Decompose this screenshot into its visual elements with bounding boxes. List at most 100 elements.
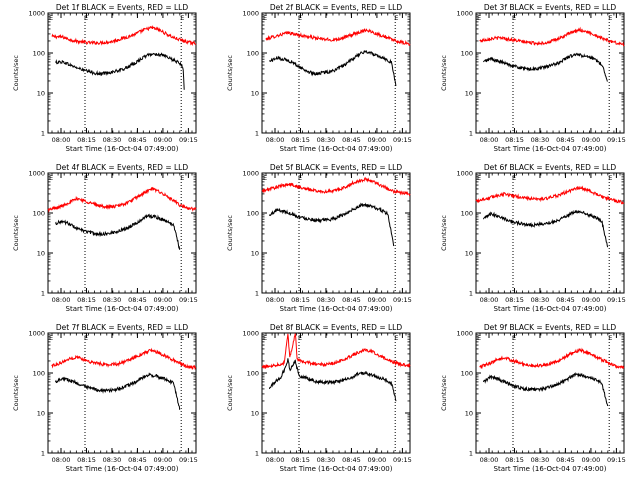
- plot-frame: [475, 12, 625, 134]
- y-tick-label: 1000: [242, 170, 259, 178]
- y-tick-label: 1000: [242, 10, 259, 18]
- x-tick-label: 08:00: [480, 456, 499, 464]
- y-tick-label: 1: [41, 290, 45, 298]
- y-tick-label: 10: [465, 250, 473, 258]
- x-tick-label: 09:00: [368, 136, 387, 144]
- x-tick-label: 09:00: [368, 296, 387, 304]
- y-tick-label: 1: [255, 450, 259, 458]
- lld-rate-line: [479, 26, 625, 47]
- x-tick-label: 08:15: [505, 456, 524, 464]
- y-tick-label: 100: [247, 50, 259, 58]
- events-rate-line: [268, 202, 395, 247]
- y-tick-label: 10: [37, 250, 45, 258]
- x-tick-label: 08:00: [480, 136, 499, 144]
- event-marker-label: E: [608, 334, 612, 342]
- y-axis-label: Counts/sec: [226, 215, 234, 251]
- x-axis-label: Start Time (16-Oct-04 07:49:00): [280, 145, 393, 153]
- y-axis-label: Counts/sec: [226, 55, 234, 91]
- x-tick-label: 08:00: [52, 296, 71, 304]
- event-marker-label: E: [512, 334, 516, 342]
- lld-rate-line: [261, 333, 411, 370]
- x-tick-label: 09:15: [179, 136, 198, 144]
- y-axis-label: Counts/sec: [440, 215, 448, 251]
- event-marker-label: E: [263, 174, 267, 182]
- y-tick-label: 1: [41, 450, 45, 458]
- events-rate-line: [268, 358, 397, 402]
- lld-rate-line: [47, 186, 197, 213]
- y-tick-label: 1000: [28, 10, 45, 18]
- plot-frame: [261, 332, 411, 454]
- y-tick-label: 10: [465, 90, 473, 98]
- x-tick-label: 09:15: [607, 456, 626, 464]
- x-tick-label: 09:00: [582, 456, 601, 464]
- plot-title: Det 6f BLACK = Events, RED = LLD: [484, 163, 617, 172]
- y-tick-label: 1: [469, 130, 473, 138]
- x-tick-label: 08:45: [556, 296, 575, 304]
- event-marker-label: E: [477, 174, 481, 182]
- x-axis-label: Start Time (16-Oct-04 07:49:00): [494, 305, 607, 313]
- y-tick-label: 100: [247, 210, 259, 218]
- lld-rate-line: [51, 347, 197, 371]
- y-tick-label: 100: [461, 370, 473, 378]
- event-marker-label: E: [394, 174, 398, 182]
- x-tick-label: 09:00: [154, 136, 173, 144]
- lld-rate-line: [265, 28, 411, 46]
- x-tick-label: 08:00: [52, 136, 71, 144]
- event-marker-label: E: [84, 14, 88, 22]
- y-tick-label: 1000: [456, 10, 473, 18]
- plot-frame: [475, 172, 625, 294]
- x-axis-label: Start Time (16-Oct-04 07:49:00): [280, 305, 393, 313]
- lld-rate-line: [475, 185, 625, 205]
- plot-title: Det 7f BLACK = Events, RED = LLD: [56, 323, 189, 332]
- x-tick-label: 08:15: [291, 296, 310, 304]
- y-tick-label: 100: [461, 210, 473, 218]
- event-marker-label: E: [298, 334, 302, 342]
- event-marker-label: E: [180, 334, 184, 342]
- x-axis-label: Start Time (16-Oct-04 07:49:00): [66, 305, 179, 313]
- y-tick-label: 1: [469, 290, 473, 298]
- x-tick-label: 08:15: [77, 456, 96, 464]
- x-tick-label: 08:30: [103, 296, 122, 304]
- x-tick-label: 09:15: [393, 456, 412, 464]
- subplot-5: Det 5f BLACK = Events, RED = LLD 1000 100 1…: [226, 163, 412, 313]
- subplot-4: Det 4f BLACK = Events, RED = LLD 1000 100 1…: [12, 163, 198, 313]
- x-tick-label: 08:30: [531, 296, 550, 304]
- x-tick-label: 09:15: [179, 296, 198, 304]
- event-marker-label: E: [84, 174, 88, 182]
- event-marker-label: E: [180, 14, 184, 22]
- plot-frame: [261, 172, 411, 294]
- y-axis-label: Counts/sec: [440, 55, 448, 91]
- x-tick-label: 09:15: [179, 456, 198, 464]
- plot-frame: [47, 12, 197, 134]
- y-axis-label: Counts/sec: [226, 375, 234, 411]
- x-tick-label: 08:15: [77, 136, 96, 144]
- x-tick-label: 08:00: [480, 296, 499, 304]
- x-tick-label: 09:00: [582, 136, 601, 144]
- x-tick-label: 09:15: [393, 296, 412, 304]
- event-marker-label: E: [394, 14, 398, 22]
- x-axis-label: Start Time (16-Oct-04 07:49:00): [280, 465, 393, 473]
- y-tick-label: 10: [251, 250, 259, 258]
- x-tick-label: 08:15: [77, 296, 96, 304]
- y-tick-label: 10: [37, 90, 45, 98]
- y-tick-label: 1: [255, 130, 259, 138]
- y-tick-label: 100: [33, 50, 45, 58]
- event-marker-label: E: [49, 334, 53, 342]
- y-tick-label: 1000: [28, 330, 45, 338]
- x-tick-label: 08:15: [505, 136, 524, 144]
- y-tick-label: 10: [251, 90, 259, 98]
- subplot-9: Det 9f BLACK = Events, RED = LLD 1000 100 1…: [440, 323, 626, 473]
- subplot-8: Det 8f BLACK = Events, RED = LLD 1000 100 1…: [226, 323, 412, 473]
- plot-frame: [47, 332, 197, 454]
- x-tick-label: 08:30: [103, 456, 122, 464]
- plot-title: Det 1f BLACK = Events, RED = LLD: [56, 3, 189, 12]
- y-tick-label: 1000: [242, 330, 259, 338]
- subplot-1: Det 1f BLACK = Events, RED = LLD 1000 100 1…: [12, 3, 198, 153]
- y-tick-label: 1000: [28, 170, 45, 178]
- x-axis-label: Start Time (16-Oct-04 07:49:00): [66, 465, 179, 473]
- events-rate-line: [482, 209, 609, 248]
- x-tick-label: 08:15: [291, 456, 310, 464]
- plot-frame: [47, 172, 197, 294]
- x-axis-label: Start Time (16-Oct-04 07:49:00): [494, 465, 607, 473]
